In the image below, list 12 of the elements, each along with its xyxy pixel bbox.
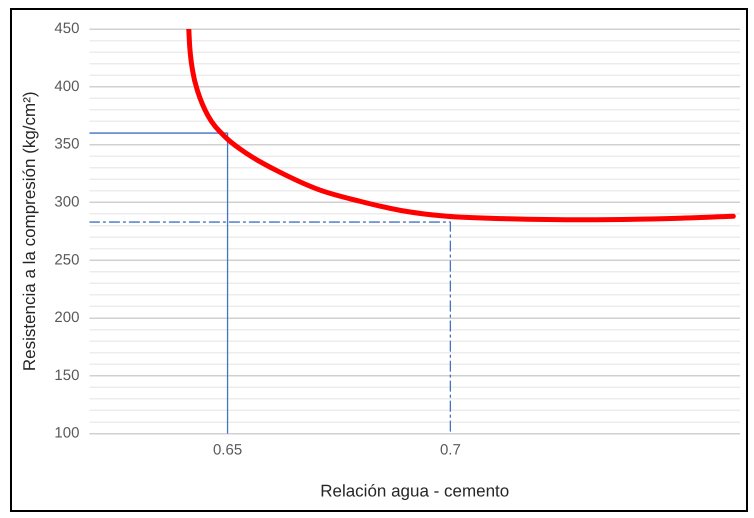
x-tick-label: 0.7: [440, 442, 461, 459]
y-tick-label: 100: [54, 424, 80, 442]
y-tick-label: 350: [54, 136, 80, 153]
y-tick-label: 200: [54, 309, 80, 326]
y-tick-label: 400: [54, 78, 80, 95]
y-tick-label: 150: [54, 366, 80, 384]
y-axis-title: Resistencia a la compresión (kg/cm²): [20, 91, 39, 372]
y-tick-label: 450: [54, 20, 80, 38]
x-tick-label: 0.65: [212, 442, 242, 459]
y-tick-label: 300: [54, 194, 80, 211]
x-axis-title: Relación agua - cemento: [320, 481, 510, 500]
y-tick-label: 250: [54, 251, 80, 268]
